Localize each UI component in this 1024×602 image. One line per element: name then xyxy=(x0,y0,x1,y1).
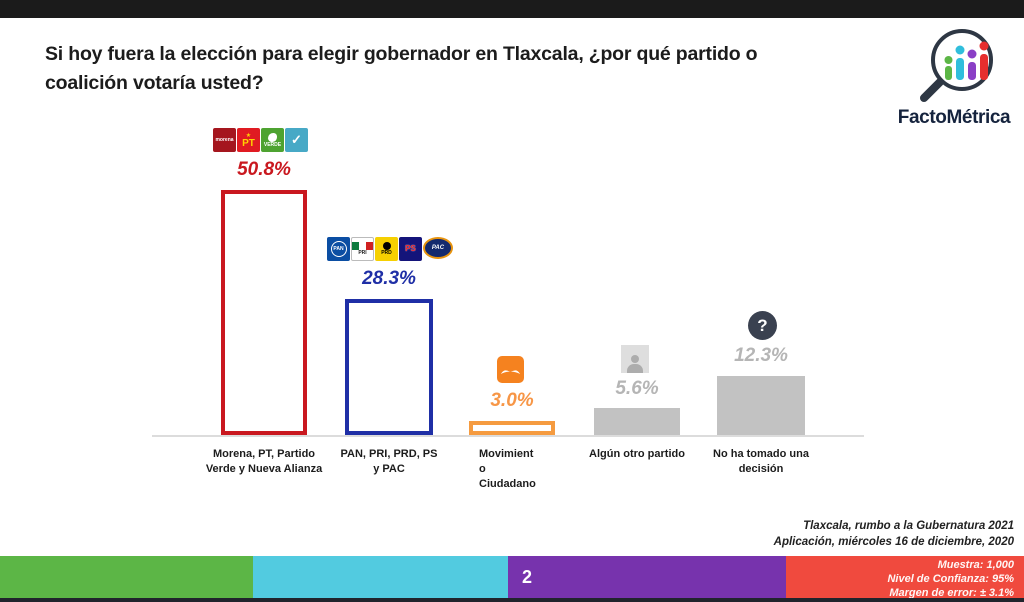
toucan-icon xyxy=(268,132,277,142)
pan-ring-icon: PAN xyxy=(330,241,347,257)
category-label: PAN, PRI, PRD, PS y PAC xyxy=(319,447,459,477)
bar-coalition-morena xyxy=(221,190,307,435)
magnifier-bars-icon xyxy=(920,29,993,102)
category-label: Algún otro partido xyxy=(567,447,707,462)
segment-cyan xyxy=(253,556,508,598)
mc-eagle-icon xyxy=(500,369,521,374)
morena-logo: morena xyxy=(213,128,236,152)
segment-red-stats: Muestra: 1,000 Nivel de Confianza: 95% M… xyxy=(786,556,1024,599)
category-line: Algún otro partido xyxy=(589,448,685,460)
pri-logo: PRI xyxy=(351,237,374,261)
ps-logo: PS xyxy=(399,237,422,261)
coalition2-logos: PAN PRI PRD PS PAC xyxy=(327,237,453,261)
value-label: 3.0% xyxy=(490,390,534,411)
category-line: Verde y Nueva Alianza xyxy=(205,463,323,475)
category-line: Movimient xyxy=(479,448,534,460)
bar-sin-decision xyxy=(717,376,805,435)
prd-logo: PRD xyxy=(375,237,398,261)
pan-logo: PAN xyxy=(327,237,350,261)
pac-label: PAC xyxy=(431,245,445,251)
category-line: decisión xyxy=(738,463,784,475)
brand-logo: FactoMétrica xyxy=(884,22,1024,129)
stat-confianza: Nivel de Confianza: 95% xyxy=(887,573,1014,585)
footer-line-study: Tlaxcala, rumbo a la Gubernatura 2021 xyxy=(803,520,1014,532)
brand-name: FactoMétrica xyxy=(897,107,1011,128)
value-label: 12.3% xyxy=(734,345,788,366)
page-number: 2 xyxy=(522,566,533,587)
segment-green xyxy=(0,556,253,598)
footer-notes: Tlaxcala, rumbo a la Gubernatura 2021 Ap… xyxy=(604,518,1014,550)
category-line: Morena, PT, Partido xyxy=(212,448,316,460)
verde-label: VERDE xyxy=(263,141,282,148)
footer-line-date: Aplicación, miércoles 16 de diciembre, 2… xyxy=(773,536,1014,548)
category-label: Movimient o Ciudadano xyxy=(479,447,589,492)
category-label: No ha tomado una decisión xyxy=(691,447,831,477)
coalition1-logos: morena ★ PT VERDE ✓ xyxy=(213,128,308,152)
value-label: 28.3% xyxy=(362,268,416,289)
x-axis-line xyxy=(152,435,864,437)
check-swoosh-icon: ✓ xyxy=(291,132,302,147)
morena-label: morena xyxy=(215,137,234,143)
pri-tricolor-icon xyxy=(352,242,373,250)
page-title: Si hoy fuera la elección para elegir gob… xyxy=(45,43,758,94)
pri-label: PRI xyxy=(358,250,367,256)
bar-coalition-pan xyxy=(345,299,433,435)
category-line: No ha tomado una xyxy=(713,448,809,460)
pan-label: PAN xyxy=(333,246,344,252)
bar-otro-partido xyxy=(594,408,680,435)
category-label: Morena, PT, Partido Verde y Nueva Alianz… xyxy=(194,447,334,477)
movimiento-ciudadano-logo xyxy=(497,356,524,383)
bottom-color-bar: 2 Muestra: 1,000 Nivel de Confianza: 95%… xyxy=(0,556,1024,599)
segment-purple: 2 xyxy=(508,556,786,598)
question-icon: ? xyxy=(748,311,777,340)
stat-muestra: Muestra: 1,000 xyxy=(937,559,1014,571)
prd-sun-icon xyxy=(382,242,391,250)
category-line: o xyxy=(479,463,486,475)
window-top-strip xyxy=(0,0,1024,18)
nueva-alianza-logo: ✓ xyxy=(285,128,308,152)
bar-movimiento-ciudadano xyxy=(469,421,555,435)
category-line: Ciudadano xyxy=(479,478,536,490)
pt-star-icon: ★ xyxy=(245,132,252,139)
partido-verde-logo: VERDE xyxy=(261,128,284,152)
prd-label: PRD xyxy=(381,250,392,256)
value-label: 50.8% xyxy=(237,159,291,180)
window-bottom-strip xyxy=(0,598,1024,602)
pt-logo: ★ PT xyxy=(237,128,260,152)
ps-label: PS xyxy=(405,244,416,253)
stat-margen: Margen de error: ± 3.1% xyxy=(889,587,1014,599)
value-label: 5.6% xyxy=(615,378,659,399)
category-line: PAN, PRI, PRD, PS xyxy=(340,448,438,460)
person-icon xyxy=(621,345,649,373)
pac-logo: PAC xyxy=(423,237,453,259)
category-line: y PAC xyxy=(373,463,405,475)
question-mark-glyph: ? xyxy=(757,315,768,335)
person-silhouette xyxy=(626,355,644,373)
pt-label: PT xyxy=(242,137,255,149)
